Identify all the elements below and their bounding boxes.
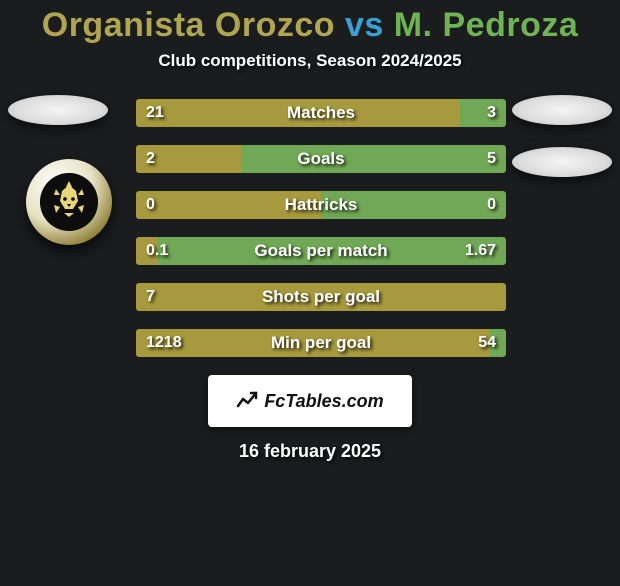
stat-row: 121854Min per goal — [136, 329, 506, 357]
chart-icon — [236, 390, 258, 412]
stat-row: 0.11.67Goals per match — [136, 237, 506, 265]
bar-left-segment — [136, 145, 242, 173]
comparison-chart: 213Matches 25Goals 00Hattricks 0.11.67Goals… — [0, 99, 620, 357]
bar-left-segment — [136, 191, 321, 219]
player2-name: M. Pedroza — [394, 6, 578, 44]
bar-right-segment — [321, 191, 506, 219]
bar-right-segment — [157, 237, 506, 265]
bar-left-segment — [136, 237, 157, 265]
player1-name: Organista Orozco — [42, 6, 335, 44]
bar-left-segment — [136, 329, 490, 357]
bar-left-segment — [136, 99, 460, 127]
fctables-logo: FcTables.com — [208, 375, 412, 427]
stat-row: 25Goals — [136, 145, 506, 173]
vs-text: vs — [345, 6, 384, 44]
bar-right-segment — [242, 145, 506, 173]
comparison-title: Organista Orozco vs M. Pedroza — [0, 6, 620, 45]
bar-right-segment — [460, 99, 506, 127]
date-text: 16 february 2025 — [0, 441, 620, 462]
bar-right-segment — [490, 329, 506, 357]
stat-row: 00Hattricks — [136, 191, 506, 219]
subtitle: Club competitions, Season 2024/2025 — [0, 51, 620, 71]
player2-badge-placeholder — [512, 95, 612, 125]
player1-badge-placeholder — [8, 95, 108, 125]
stat-row: 7Shots per goal — [136, 283, 506, 311]
player1-club-crest — [26, 159, 112, 245]
player2-club-badge-placeholder — [512, 147, 612, 177]
stat-row: 213Matches — [136, 99, 506, 127]
footer-brand-text: FcTables.com — [264, 391, 383, 412]
bar-left-segment — [136, 283, 506, 311]
lion-icon — [40, 173, 98, 231]
